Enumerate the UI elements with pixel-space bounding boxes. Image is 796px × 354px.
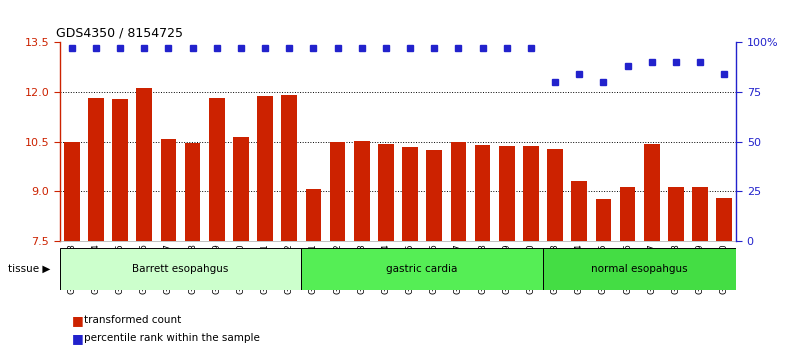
Bar <box>474 144 490 241</box>
Bar <box>306 189 322 241</box>
Text: ■: ■ <box>72 332 84 344</box>
Bar <box>402 147 418 241</box>
Bar <box>233 137 249 241</box>
Bar <box>64 142 80 241</box>
Text: percentile rank within the sample: percentile rank within the sample <box>84 333 259 343</box>
Bar <box>161 139 176 241</box>
Text: GDS4350 / 8154725: GDS4350 / 8154725 <box>57 27 183 40</box>
Bar <box>302 248 543 290</box>
Bar <box>378 144 394 241</box>
Bar <box>88 98 103 241</box>
Text: tissue ▶: tissue ▶ <box>8 264 50 274</box>
Bar <box>257 96 273 241</box>
Bar <box>185 143 201 241</box>
Bar <box>547 149 563 241</box>
Text: ■: ■ <box>72 314 84 327</box>
Bar <box>523 145 539 241</box>
Bar <box>112 99 128 241</box>
Bar <box>427 150 442 241</box>
Bar <box>136 88 152 241</box>
Bar <box>282 95 297 241</box>
Bar <box>330 142 345 241</box>
Text: gastric cardia: gastric cardia <box>387 264 458 274</box>
Text: normal esopahgus: normal esopahgus <box>591 264 688 274</box>
Bar <box>60 248 302 290</box>
Bar <box>620 187 635 241</box>
Bar <box>354 141 369 241</box>
Bar <box>543 248 736 290</box>
Bar <box>644 144 660 241</box>
Bar <box>209 98 224 241</box>
Text: transformed count: transformed count <box>84 315 181 325</box>
Bar <box>668 187 684 241</box>
Bar <box>451 142 466 241</box>
Text: Barrett esopahgus: Barrett esopahgus <box>132 264 228 274</box>
Bar <box>716 198 732 241</box>
Bar <box>595 199 611 241</box>
Bar <box>499 146 514 241</box>
Bar <box>572 181 587 241</box>
Bar <box>693 187 708 241</box>
